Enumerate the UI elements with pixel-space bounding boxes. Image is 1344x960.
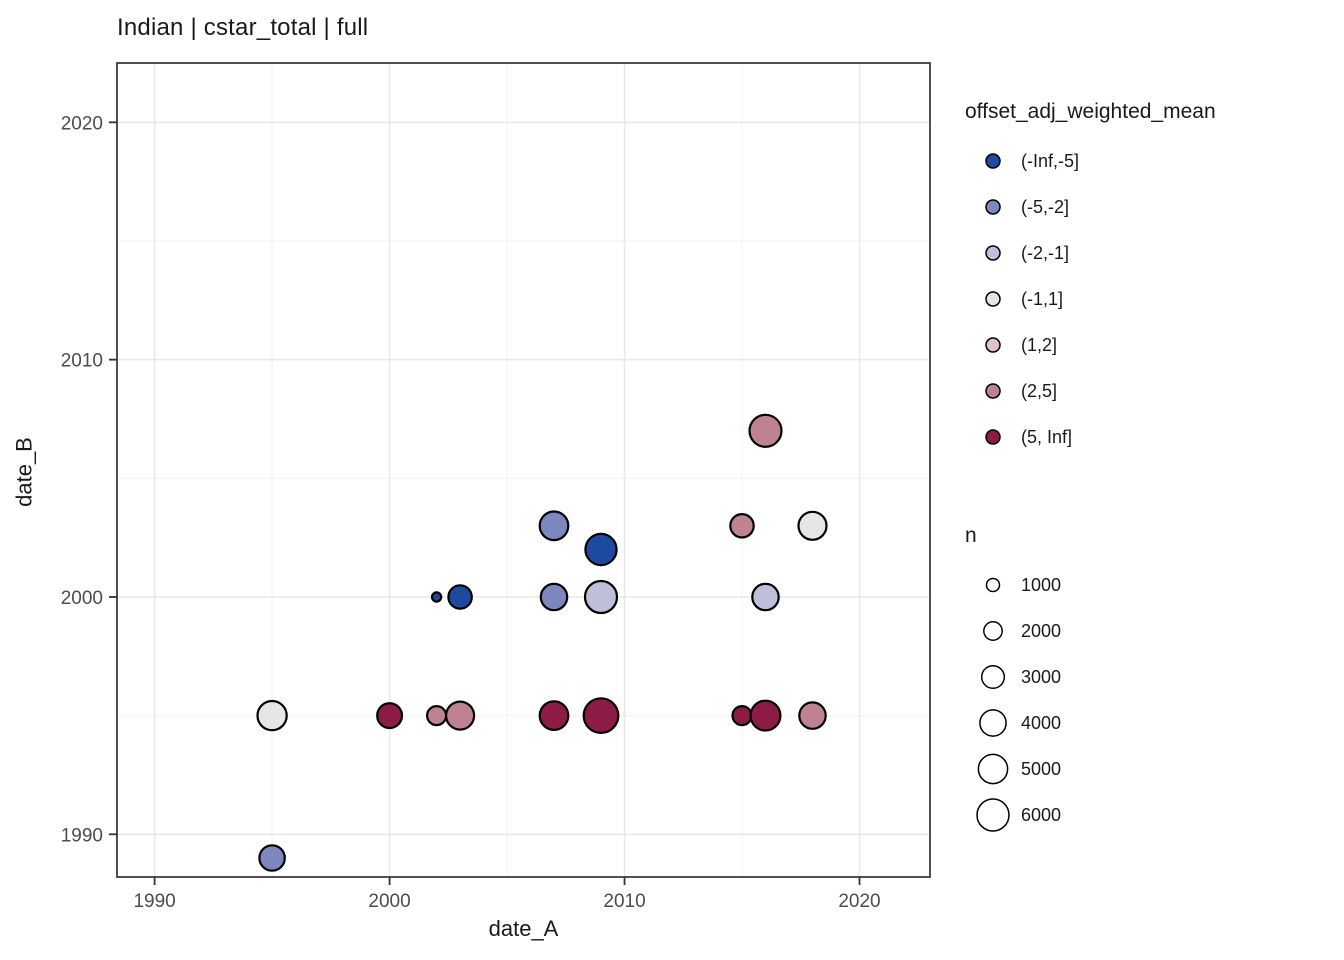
data-point [258,844,286,872]
size-legend-item: 1000 [965,562,1061,608]
color-legend-label: (1,2] [1021,334,1058,355]
legend-key-circle [985,199,1001,215]
data-point [376,702,404,730]
data-point [751,582,780,612]
data-point [430,591,443,603]
color-legend-item: (-1,1] [965,276,1216,322]
data-point [798,701,827,730]
y-tick-label: 2000 [61,588,103,609]
data-point [539,582,569,612]
legend-key-circle [985,291,1001,307]
x-tick-label: 2000 [368,891,410,912]
size-legend-label: 4000 [1021,712,1062,733]
size-legend-items: 1000 2000 3000 4000 5000 6000 [965,562,1061,838]
legend-key [977,753,1009,785]
color-legend-item: (5, Inf] [965,414,1216,460]
size-legend-label: 6000 [1021,804,1062,825]
color-legend-item: (1,2] [965,322,1216,368]
data-point [731,704,753,727]
color-legend-label: (-1,1] [1021,288,1064,309]
color-legend-item: (-5,-2] [965,184,1216,230]
legend-key [976,798,1010,832]
legend-key [985,577,1001,593]
color-legend-label: (-5,-2] [1021,196,1070,217]
panel-border [116,62,931,878]
color-legend-label: (-Inf,-5] [1021,150,1080,171]
legend-key-circle [983,621,1003,641]
color-legend-item: (-2,-1] [965,230,1216,276]
size-legend: n 1000 2000 3000 4000 5000 6000 [965,522,1061,838]
color-legend-label: (5, Inf] [1021,426,1073,447]
legend-key [985,199,1001,215]
data-point [426,704,448,727]
legend-key-circle [985,153,1001,169]
legend-key [985,337,1001,353]
color-legend-title: offset_adj_weighted_mean [965,100,1216,123]
legend-key-circle [985,577,1001,593]
size-legend-label: 5000 [1021,758,1062,779]
legend-key-circle [985,429,1001,445]
legend-key [985,291,1001,307]
legend-key [985,153,1001,169]
x-tick-label: 1990 [133,891,175,912]
data-point [445,700,476,731]
legend-key [980,664,1006,690]
legend-key-circle [985,245,1001,261]
color-legend-item: (2,5] [965,368,1216,414]
y-tick-label: 2020 [61,113,103,134]
data-point [584,532,618,567]
data-point [256,699,288,732]
x-tick-label: 2020 [838,891,880,912]
legend-key-circle [979,709,1007,737]
legend-key-circle [976,798,1010,832]
data-point [748,413,783,448]
data-point [729,512,755,539]
legend-key-circle [980,664,1006,690]
size-legend-item: 5000 [965,746,1061,792]
legend-key [985,245,1001,261]
legend-key [985,383,1001,399]
legend-key [985,429,1001,445]
color-legend-items: (-Inf,-5] (-5,-2] (-2,-1] (-1,1] (1,2] (2,5] (… [965,138,1216,460]
plot-title: Indian | cstar_total | full [117,14,369,41]
color-legend-label: (-2,-1] [1021,242,1070,263]
legend-key [979,709,1007,737]
x-tick-label: 2010 [603,891,645,912]
size-legend-item: 3000 [965,654,1061,700]
color-legend-item: (-Inf,-5] [965,138,1216,184]
y-tick-label: 2010 [61,351,103,372]
data-point [582,697,620,734]
size-legend-item: 2000 [965,608,1061,654]
size-legend-label: 1000 [1021,574,1062,595]
data-point [538,510,570,542]
color-legend-label: (2,5] [1021,380,1058,401]
panel-background [117,63,930,877]
legend-key-circle [985,337,1001,353]
legend-key-circle [985,383,1001,399]
y-tick-label: 1990 [61,825,103,846]
size-legend-label: 3000 [1021,666,1062,687]
y-axis-title: date_B [11,437,37,507]
data-point [583,579,619,615]
data-point [797,510,828,541]
data-point [447,584,473,610]
size-legend-item: 4000 [965,700,1061,746]
size-legend-item: 6000 [965,792,1061,838]
size-legend-label: 2000 [1021,620,1062,641]
legend-key-circle [977,753,1009,785]
x-axis-title: date_A [488,916,559,941]
data-point [538,700,570,731]
size-legend-title: n [965,524,977,547]
color-legend: offset_adj_weighted_mean (-Inf,-5] (-5,-2… [965,98,1216,460]
data-point [749,699,782,732]
legend-key [983,621,1003,641]
